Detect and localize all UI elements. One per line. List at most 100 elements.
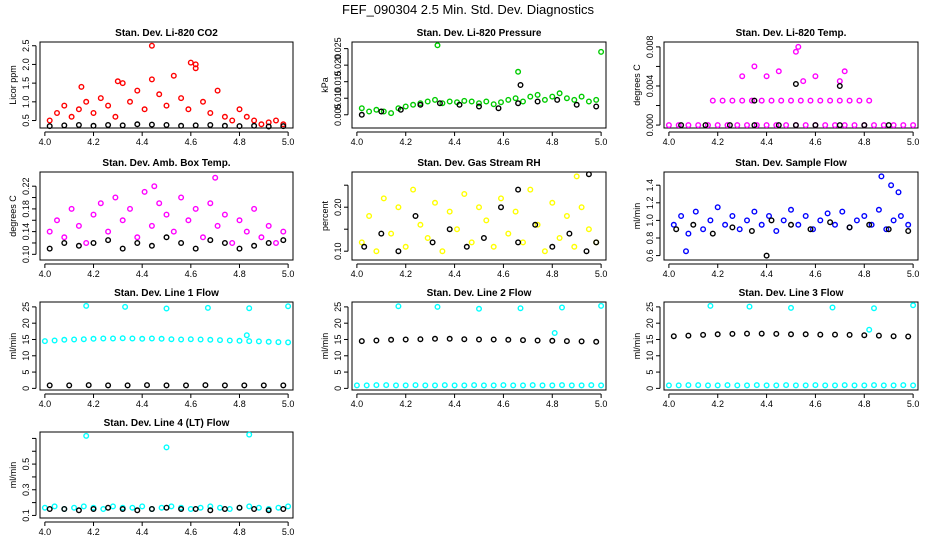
data-point xyxy=(417,336,424,343)
y-tick-label: 0.005 xyxy=(333,104,343,127)
data-point xyxy=(71,504,78,511)
data-point xyxy=(724,122,731,129)
data-point xyxy=(280,228,287,235)
data-point xyxy=(744,122,751,129)
x-tick-label: 4.8 xyxy=(546,269,559,279)
data-point xyxy=(197,336,204,343)
data-point xyxy=(216,504,223,511)
data-point xyxy=(273,117,280,124)
data-point xyxy=(187,336,194,343)
data-point xyxy=(549,382,556,389)
x-tick-label: 4.6 xyxy=(809,399,822,409)
data-point xyxy=(280,506,287,513)
data-point xyxy=(402,382,409,389)
data-point xyxy=(480,382,487,389)
data-point xyxy=(534,337,541,344)
data-point xyxy=(824,210,831,217)
y-tick-label: 0.010 xyxy=(333,87,343,110)
data-point xyxy=(192,245,199,252)
data-point xyxy=(61,122,68,129)
data-point xyxy=(246,305,253,312)
data-point xyxy=(388,230,395,237)
data-point xyxy=(841,122,848,129)
data-point xyxy=(185,217,192,224)
data-point xyxy=(402,243,409,250)
y-tick-label: 0.1 xyxy=(21,509,31,522)
data-point xyxy=(773,227,780,234)
data-point xyxy=(775,68,782,75)
data-point xyxy=(768,97,775,104)
data-point xyxy=(510,382,517,389)
data-point xyxy=(861,122,868,129)
data-point xyxy=(505,96,512,103)
data-point xyxy=(700,226,707,233)
data-point xyxy=(476,103,483,110)
data-point xyxy=(275,339,282,346)
x-tick-label: 4.8 xyxy=(233,137,246,147)
data-point xyxy=(412,212,419,219)
data-point xyxy=(471,382,478,389)
data-point xyxy=(192,506,199,513)
y-axis-label: percent xyxy=(320,200,330,231)
data-point xyxy=(910,122,917,129)
data-point xyxy=(665,122,672,129)
y-tick-label: 20 xyxy=(333,318,343,328)
data-point xyxy=(280,123,287,130)
data-point xyxy=(46,123,53,130)
data-point xyxy=(748,227,755,234)
data-point xyxy=(812,73,819,80)
data-point xyxy=(226,337,233,344)
data-point xyxy=(695,382,702,389)
data-point xyxy=(788,221,795,228)
data-point xyxy=(670,221,677,228)
x-tick-label: 4.4 xyxy=(448,399,461,409)
data-point xyxy=(388,110,395,117)
data-point xyxy=(763,382,770,389)
data-point xyxy=(139,503,146,510)
x-tick-label: 4.0 xyxy=(351,269,364,279)
data-point xyxy=(456,101,463,108)
data-point xyxy=(61,102,68,109)
y-tick-label: 0.025 xyxy=(333,37,343,60)
x-tick-label: 4.6 xyxy=(185,399,198,409)
data-point xyxy=(114,78,121,85)
data-point xyxy=(446,335,453,342)
data-point xyxy=(836,78,843,85)
data-point xyxy=(214,87,221,94)
data-point xyxy=(61,336,68,343)
x-tick-label: 4.8 xyxy=(233,399,246,409)
data-point xyxy=(675,382,682,389)
data-point xyxy=(46,117,53,124)
data-point xyxy=(875,206,882,213)
data-point xyxy=(90,109,97,116)
data-point xyxy=(885,226,892,233)
data-point xyxy=(105,504,112,511)
data-point xyxy=(141,106,148,113)
data-point xyxy=(417,221,424,228)
data-point xyxy=(90,335,97,342)
data-point xyxy=(714,122,721,129)
data-point xyxy=(236,217,243,224)
data-point xyxy=(568,382,575,389)
data-point xyxy=(836,122,843,129)
plot-frame xyxy=(351,301,607,391)
data-point xyxy=(260,382,267,389)
data-point xyxy=(812,122,819,129)
data-point xyxy=(397,106,404,113)
data-point xyxy=(265,239,272,246)
data-point xyxy=(744,217,751,224)
data-point xyxy=(83,239,90,246)
x-tick-label: 4.6 xyxy=(185,269,198,279)
data-point xyxy=(148,506,155,513)
y-tick-label: 20 xyxy=(645,318,655,328)
data-point xyxy=(134,507,141,514)
data-point xyxy=(520,239,527,246)
data-point xyxy=(446,226,453,233)
data-point xyxy=(836,82,843,89)
y-axis-label: ml/min xyxy=(632,203,642,230)
data-point xyxy=(571,96,578,103)
chart-panel: Stan. Dev. Sample Flow 4.0 4.2 4.4 4.6 4.8 5.0… xyxy=(632,158,919,279)
data-point xyxy=(483,217,490,224)
data-point xyxy=(792,382,799,389)
data-point xyxy=(148,242,155,249)
